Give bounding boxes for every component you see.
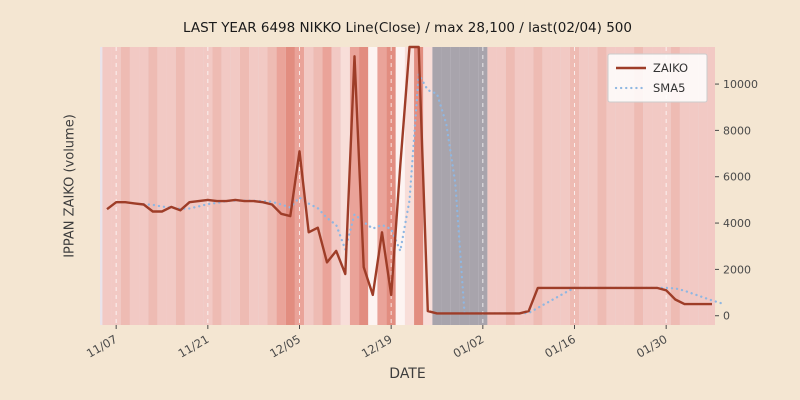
day-band xyxy=(615,47,625,325)
day-band xyxy=(395,47,405,325)
day-band xyxy=(469,47,479,325)
y-tick-label: 0 xyxy=(723,310,730,323)
day-band xyxy=(322,47,332,325)
day-band xyxy=(349,47,360,325)
day-band xyxy=(551,47,561,325)
y-tick-label: 2000 xyxy=(723,263,751,276)
day-band xyxy=(359,47,369,325)
x-tick-label: 12/19 xyxy=(359,332,395,361)
x-tick-label: 01/16 xyxy=(542,332,578,361)
day-band xyxy=(698,47,708,325)
day-band xyxy=(148,47,158,325)
day-band xyxy=(689,47,699,325)
day-band xyxy=(634,47,644,325)
day-band xyxy=(606,47,616,325)
day-band xyxy=(129,47,140,325)
x-tick-label: 11/07 xyxy=(84,332,120,361)
day-band xyxy=(340,47,350,325)
day-band xyxy=(184,47,195,325)
y-tick-label: 8000 xyxy=(723,124,751,137)
x-axis-label: DATE xyxy=(389,366,426,382)
day-band xyxy=(194,47,204,325)
day-band xyxy=(524,47,534,325)
day-band xyxy=(285,47,295,325)
day-band xyxy=(276,47,286,325)
legend-zaiko-label: ZAIKO xyxy=(653,61,688,75)
day-band xyxy=(679,47,690,325)
day-band xyxy=(707,47,715,325)
day-band xyxy=(230,47,240,325)
x-tick-label: 01/02 xyxy=(451,332,487,361)
x-tick-label: 11/21 xyxy=(176,332,212,361)
day-band xyxy=(432,47,442,325)
day-band xyxy=(652,47,662,325)
day-band xyxy=(258,47,268,325)
day-band xyxy=(496,47,506,325)
day-band xyxy=(514,47,525,325)
day-band xyxy=(588,47,598,325)
zaiko-line xyxy=(106,45,712,315)
day-band xyxy=(377,47,387,325)
day-band xyxy=(597,47,607,325)
day-band xyxy=(157,47,167,325)
day-band xyxy=(166,47,176,325)
day-band xyxy=(441,47,451,325)
day-band xyxy=(221,47,231,325)
day-band xyxy=(423,47,433,325)
day-band xyxy=(560,47,570,325)
day-band xyxy=(505,47,515,325)
day-band xyxy=(267,47,277,325)
day-band xyxy=(120,47,130,325)
day-band xyxy=(313,47,323,325)
day-band xyxy=(175,47,185,325)
x-tick-label: 12/05 xyxy=(267,332,303,361)
day-band xyxy=(414,47,424,325)
day-band xyxy=(542,47,552,325)
day-band xyxy=(643,47,653,325)
y-tick-label: 6000 xyxy=(723,171,751,184)
x-tick-label: 01/30 xyxy=(634,332,670,361)
y-tick-label: 10000 xyxy=(723,78,758,91)
day-band xyxy=(624,47,635,325)
day-band xyxy=(304,47,314,325)
day-band xyxy=(487,47,497,325)
day-band xyxy=(368,47,378,325)
chart-title: LAST YEAR 6498 NIKKO Line(Close) / max 2… xyxy=(183,20,632,36)
legend-sma5-label: SMA5 xyxy=(653,81,685,95)
day-band xyxy=(579,47,589,325)
day-band xyxy=(331,47,341,325)
legend-box xyxy=(607,53,708,103)
y-tick-label: 4000 xyxy=(723,217,751,230)
day-band xyxy=(249,47,259,325)
day-band xyxy=(533,47,543,325)
day-band xyxy=(239,47,250,325)
day-band xyxy=(459,47,470,325)
day-band xyxy=(139,47,149,325)
day-band xyxy=(670,47,680,325)
day-band xyxy=(212,47,222,325)
day-band xyxy=(102,47,112,325)
